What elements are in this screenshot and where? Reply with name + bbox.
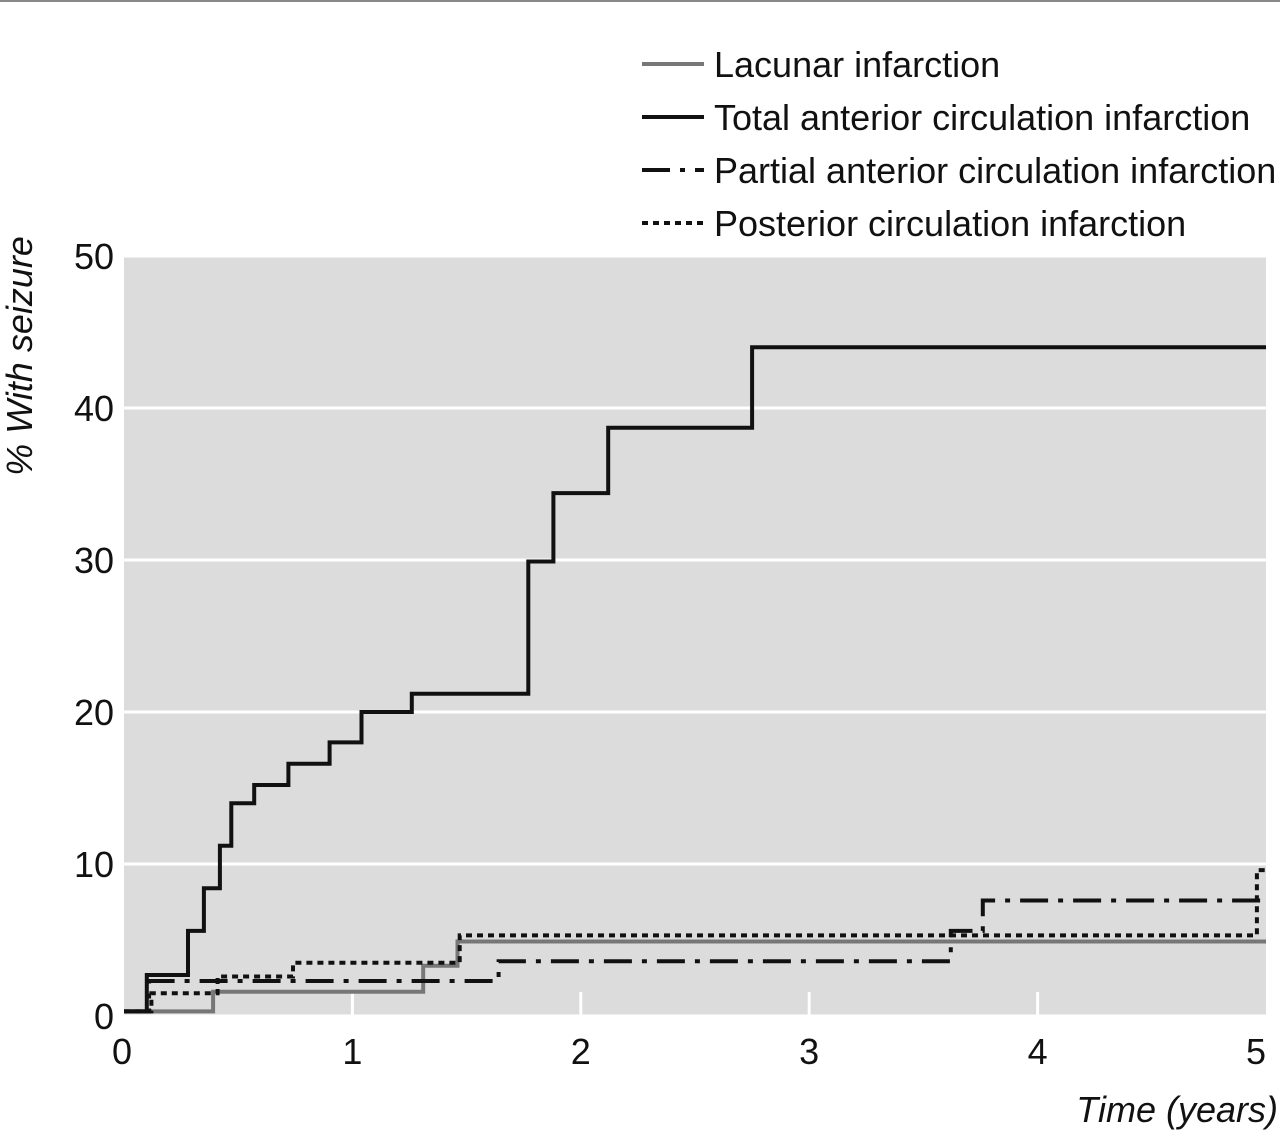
x-tick-label-5: 5 xyxy=(1246,1031,1266,1072)
y-tick-label-0: 0 xyxy=(94,996,114,1037)
legend-label-3: Posterior circulation infarction xyxy=(714,203,1186,244)
y-axis-title: % With seizure xyxy=(0,236,40,476)
series-lines xyxy=(124,345,1266,1014)
series-line-0 xyxy=(124,939,1266,1014)
x-tick-label-4: 4 xyxy=(1028,1031,1048,1072)
y-tick-label-5: 50 xyxy=(74,236,114,277)
x-tick-label-1: 1 xyxy=(342,1031,362,1072)
series-line-3 xyxy=(124,868,1266,1014)
x-ticks xyxy=(350,992,1040,1016)
plot-area xyxy=(124,256,1266,1016)
x-tick-label-3: 3 xyxy=(799,1031,819,1072)
y-tick-labels: 0 10 20 30 40 50 xyxy=(74,236,114,1037)
legend-label-1: Total anterior circulation infarction xyxy=(714,97,1250,138)
legend-label-0: Lacunar infarction xyxy=(714,44,1000,85)
y-tick-label-3: 30 xyxy=(74,540,114,581)
y-tick-label-4: 40 xyxy=(74,388,114,429)
series-line-1 xyxy=(124,345,1266,1014)
legend-label-2: Partial anterior circulation infarction xyxy=(714,150,1276,191)
x-tick-label-0: 0 xyxy=(112,1031,132,1072)
legend: Lacunar infarction Total anterior circula… xyxy=(642,44,1276,244)
gridlines xyxy=(124,254,1266,866)
x-tick-label-2: 2 xyxy=(571,1031,591,1072)
series-line-2 xyxy=(124,898,1266,1014)
x-axis-title: Time (years) xyxy=(1076,1089,1278,1130)
y-tick-label-1: 10 xyxy=(74,844,114,885)
y-tick-label-2: 20 xyxy=(74,692,114,733)
x-tick-labels: 0 1 2 3 4 5 xyxy=(112,1031,1266,1072)
